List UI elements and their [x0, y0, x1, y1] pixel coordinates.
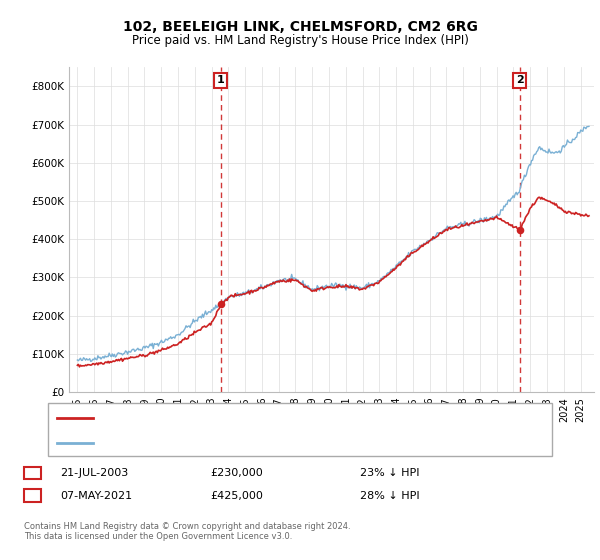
Text: Contains HM Land Registry data © Crown copyright and database right 2024.
This d: Contains HM Land Registry data © Crown c… [24, 522, 350, 542]
Text: 2: 2 [29, 491, 36, 501]
Text: 102, BEELEIGH LINK, CHELMSFORD, CM2 6RG: 102, BEELEIGH LINK, CHELMSFORD, CM2 6RG [122, 20, 478, 34]
Text: 07-MAY-2021: 07-MAY-2021 [60, 491, 132, 501]
Text: 102, BEELEIGH LINK, CHELMSFORD, CM2 6RG (detached house): 102, BEELEIGH LINK, CHELMSFORD, CM2 6RG … [99, 413, 431, 423]
Text: 23% ↓ HPI: 23% ↓ HPI [360, 468, 419, 478]
Text: 2: 2 [515, 76, 523, 85]
Text: £230,000: £230,000 [210, 468, 263, 478]
Text: HPI: Average price, detached house, Chelmsford: HPI: Average price, detached house, Chel… [99, 438, 352, 448]
Text: 21-JUL-2003: 21-JUL-2003 [60, 468, 128, 478]
Text: 1: 1 [217, 76, 224, 85]
Point [515, 225, 524, 234]
Point [216, 300, 226, 309]
Text: £425,000: £425,000 [210, 491, 263, 501]
Text: 28% ↓ HPI: 28% ↓ HPI [360, 491, 419, 501]
Text: 1: 1 [29, 468, 36, 478]
Text: Price paid vs. HM Land Registry's House Price Index (HPI): Price paid vs. HM Land Registry's House … [131, 34, 469, 46]
